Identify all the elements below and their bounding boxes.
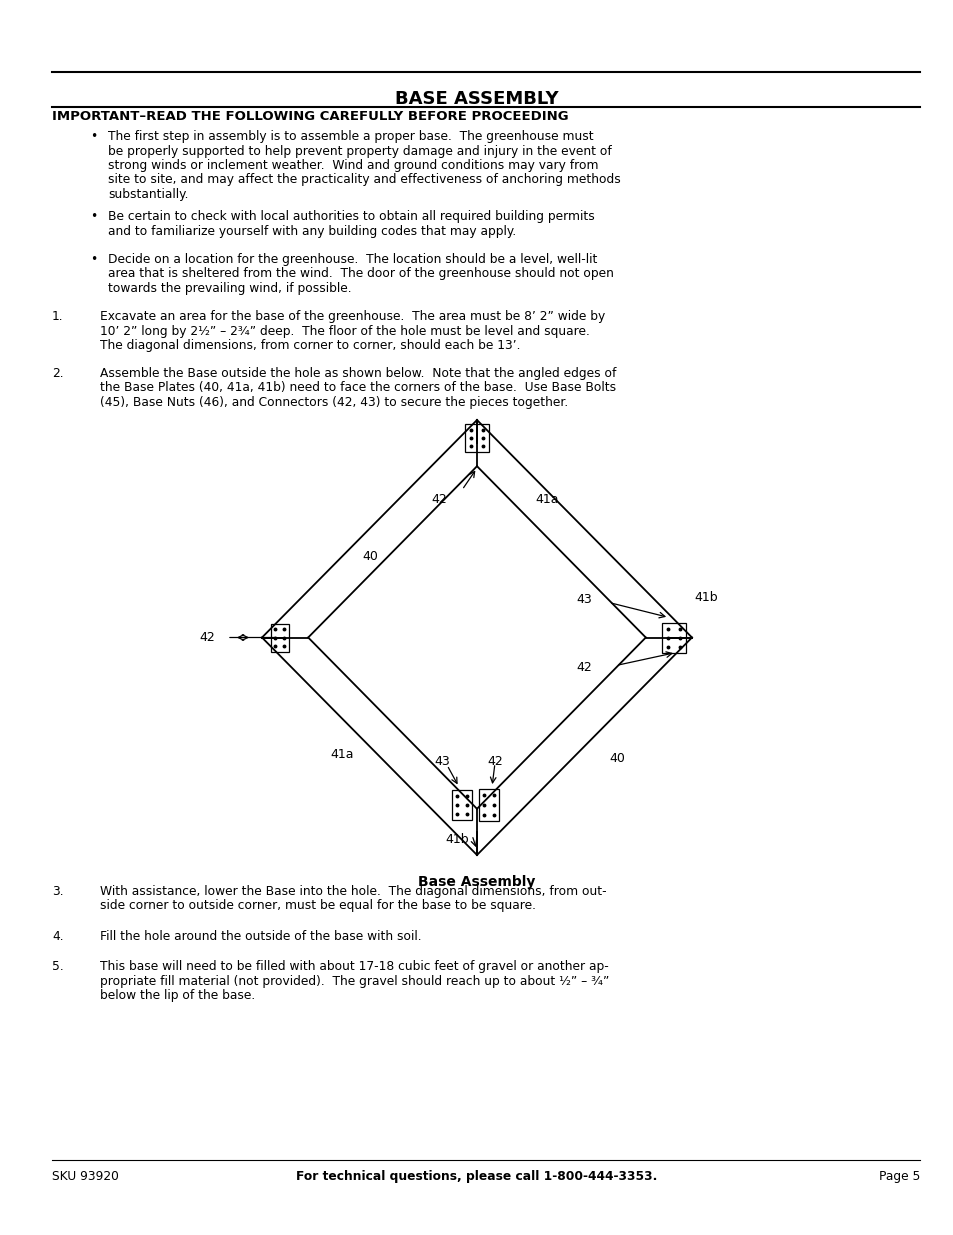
Bar: [478, 789, 498, 821]
Text: 42: 42: [487, 755, 502, 768]
Text: 10’ 2” long by 2¹⁄₂” – 2³⁄₄” deep.  The floor of the hole must be level and squa: 10’ 2” long by 2¹⁄₂” – 2³⁄₄” deep. The f…: [100, 325, 589, 337]
Text: For technical questions, please call 1-800-444-3353.: For technical questions, please call 1-8…: [296, 1170, 657, 1183]
Bar: [661, 622, 685, 652]
Text: below the lip of the base.: below the lip of the base.: [100, 989, 255, 1002]
Text: Fill the hole around the outside of the base with soil.: Fill the hole around the outside of the …: [100, 930, 421, 944]
Text: 41a: 41a: [535, 493, 558, 506]
Text: This base will need to be filled with about 17-18 cubic feet of gravel or anothe: This base will need to be filled with ab…: [100, 960, 608, 973]
Text: The first step in assembly is to assemble a proper base.  The greenhouse must: The first step in assembly is to assembl…: [108, 130, 593, 143]
Text: (45), Base Nuts (46), and Connectors (42, 43) to secure the pieces together.: (45), Base Nuts (46), and Connectors (42…: [100, 396, 568, 409]
Text: 43: 43: [576, 593, 591, 606]
Text: propriate fill material (not provided).  The gravel should reach up to about ¹⁄₂: propriate fill material (not provided). …: [100, 974, 609, 988]
Text: side corner to outside corner, must be equal for the base to be square.: side corner to outside corner, must be e…: [100, 899, 536, 913]
Bar: [452, 790, 472, 820]
Text: the Base Plates (40, 41a, 41b) need to face the corners of the base.  Use Base B: the Base Plates (40, 41a, 41b) need to f…: [100, 382, 616, 394]
Text: 41a: 41a: [330, 747, 354, 761]
Text: and to familiarize yourself with any building codes that may apply.: and to familiarize yourself with any bui…: [108, 225, 516, 237]
Text: Be certain to check with local authorities to obtain all required building permi: Be certain to check with local authoriti…: [108, 210, 594, 224]
Text: 42: 42: [199, 631, 214, 643]
Text: 40: 40: [608, 752, 624, 766]
Text: Page 5: Page 5: [878, 1170, 919, 1183]
Text: 5.: 5.: [52, 960, 64, 973]
Text: be properly supported to help prevent property damage and injury in the event of: be properly supported to help prevent pr…: [108, 144, 611, 158]
Text: Decide on a location for the greenhouse.  The location should be a level, well-l: Decide on a location for the greenhouse.…: [108, 253, 597, 266]
Text: 41b: 41b: [693, 592, 717, 604]
Text: IMPORTANT–READ THE FOLLOWING CAREFULLY BEFORE PROCEEDING: IMPORTANT–READ THE FOLLOWING CAREFULLY B…: [52, 110, 568, 124]
Text: •: •: [90, 253, 97, 266]
Text: strong winds or inclement weather.  Wind and ground conditions may vary from: strong winds or inclement weather. Wind …: [108, 159, 598, 172]
Text: substantially.: substantially.: [108, 188, 189, 201]
Text: 43: 43: [434, 755, 450, 768]
Text: The diagonal dimensions, from corner to corner, should each be 13’.: The diagonal dimensions, from corner to …: [100, 338, 520, 352]
Text: 41b: 41b: [445, 832, 468, 846]
Text: Base Assembly: Base Assembly: [417, 876, 536, 889]
Text: •: •: [90, 210, 97, 224]
Text: 42: 42: [431, 493, 446, 506]
Text: 4.: 4.: [52, 930, 64, 944]
Text: area that is sheltered from the wind.  The door of the greenhouse should not ope: area that is sheltered from the wind. Th…: [108, 268, 613, 280]
Text: towards the prevailing wind, if possible.: towards the prevailing wind, if possible…: [108, 282, 352, 295]
Text: Assemble the Base outside the hole as shown below.  Note that the angled edges o: Assemble the Base outside the hole as sh…: [100, 367, 616, 380]
Text: 3.: 3.: [52, 885, 64, 898]
Text: With assistance, lower the Base into the hole.  The diagonal dimensions, from ou: With assistance, lower the Base into the…: [100, 885, 606, 898]
Bar: [464, 424, 489, 452]
Text: 2.: 2.: [52, 367, 64, 380]
Text: SKU 93920: SKU 93920: [52, 1170, 119, 1183]
Text: BASE ASSEMBLY: BASE ASSEMBLY: [395, 90, 558, 107]
Text: 1.: 1.: [52, 310, 64, 324]
Text: site to site, and may affect the practicality and effectiveness of anchoring met: site to site, and may affect the practic…: [108, 173, 620, 186]
Text: •: •: [90, 130, 97, 143]
Text: 42: 42: [576, 661, 591, 674]
Bar: [271, 624, 289, 652]
Text: Excavate an area for the base of the greenhouse.  The area must be 8’ 2” wide by: Excavate an area for the base of the gre…: [100, 310, 604, 324]
Text: 40: 40: [362, 550, 377, 563]
